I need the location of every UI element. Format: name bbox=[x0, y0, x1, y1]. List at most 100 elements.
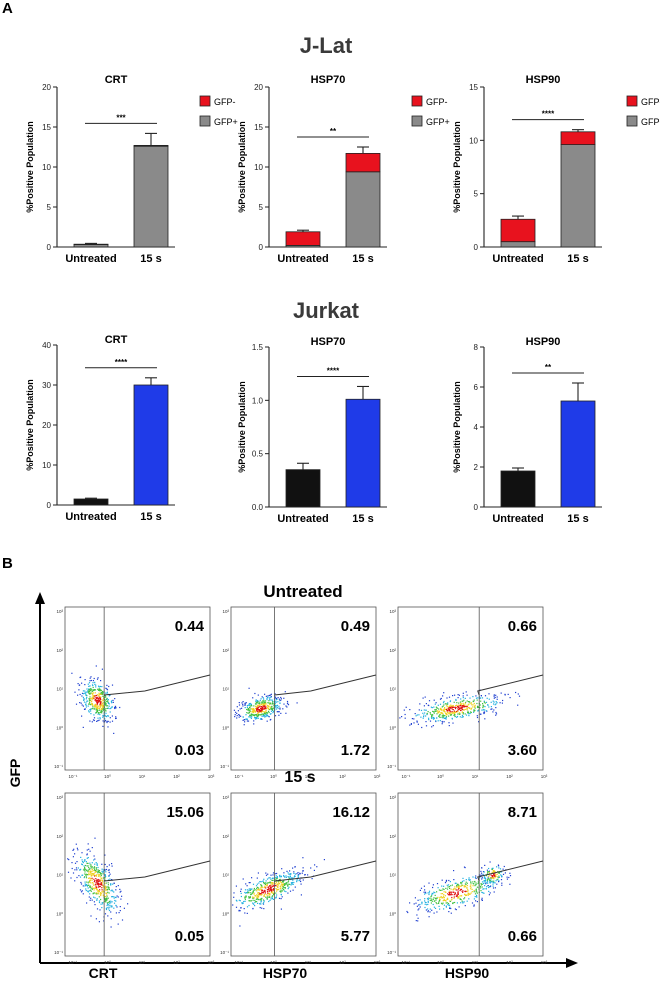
bar-gfp-negative bbox=[500, 218, 536, 243]
gate-curve bbox=[104, 860, 211, 882]
flow-x-tick-label: 10¹ bbox=[472, 774, 479, 779]
y-tick-label: 5 bbox=[259, 203, 264, 212]
y-tick-label: 4 bbox=[474, 423, 479, 432]
flow-y-tick-label: 10² bbox=[222, 648, 229, 653]
density-cloud bbox=[406, 861, 512, 922]
bar-chart-3: 0 5 10 15 HSP90 %Positive Population Untreated… bbox=[452, 74, 660, 265]
legend-label: GFP+ bbox=[214, 117, 238, 127]
density-cloud bbox=[399, 689, 521, 729]
chart-title: CRT bbox=[105, 334, 128, 346]
lower-quadrant-value: 1.72 bbox=[341, 742, 370, 759]
flow-x-tick-label: 10¹ bbox=[139, 960, 146, 965]
y-tick-label: 15 bbox=[42, 123, 51, 132]
flow-x-tick-label: 10² bbox=[506, 774, 513, 779]
bar-gfp-positive bbox=[560, 144, 596, 248]
chart-title: CRT bbox=[105, 74, 128, 86]
x-tick-label: 15 s bbox=[567, 253, 588, 265]
density-cloud bbox=[233, 687, 298, 726]
y-axis-label: %Positive Population bbox=[25, 121, 35, 213]
y-tick-label: 5 bbox=[47, 203, 52, 212]
flow-y-tick-label: 10² bbox=[389, 648, 396, 653]
flow-x-tick-label: 10³ bbox=[541, 960, 548, 965]
flow-y-tick-label: 10⁻¹ bbox=[220, 764, 229, 769]
flow-plot-5: 10⁻¹ 10⁻¹ 10⁰ 10⁰ 10¹ 10¹ 10² 10² 10³ 10³ 16.12 5.7… bbox=[220, 792, 381, 965]
bar-gfp-negative bbox=[560, 131, 596, 146]
y-tick-label: 0 bbox=[474, 503, 479, 512]
x-tick-label: Untreated bbox=[492, 513, 543, 525]
gate-curve bbox=[274, 674, 377, 696]
flow-y-tick-label: 10¹ bbox=[222, 687, 229, 692]
flow-x-tick-label: 10⁰ bbox=[104, 960, 111, 965]
lower-quadrant-value: 0.03 bbox=[175, 742, 204, 759]
flow-x-tick-label: 10³ bbox=[374, 960, 381, 965]
legend-label: GFP- bbox=[641, 97, 660, 107]
y-tick-label: 0 bbox=[47, 243, 52, 252]
bar-gfp-negative bbox=[345, 152, 381, 173]
y-tick-label: 40 bbox=[42, 341, 51, 350]
chart-title: HSP90 bbox=[526, 74, 561, 86]
y-tick-label: 10 bbox=[42, 163, 51, 172]
flow-y-tick-label: 10¹ bbox=[222, 873, 229, 878]
y-axis-label: %Positive Population bbox=[237, 121, 247, 213]
flow-y-tick-label: 10⁻¹ bbox=[220, 950, 229, 955]
flow-y-tick-label: 10⁰ bbox=[222, 911, 229, 916]
bar-chart-5: 0.0 0.5 1.0 1.5 HSP70 %Positive Population Unt… bbox=[237, 336, 387, 525]
upper-quadrant-value: 16.12 bbox=[332, 804, 370, 821]
legend-label: GFP- bbox=[426, 97, 448, 107]
flow-x-tick-label: 10² bbox=[173, 774, 180, 779]
gate-curve bbox=[477, 860, 544, 882]
gate-curve bbox=[477, 674, 544, 696]
panel-b-label: B bbox=[2, 555, 13, 572]
upper-quadrant-value: 0.49 bbox=[341, 618, 370, 635]
legend-label: GFP+ bbox=[641, 117, 660, 127]
bar-positive bbox=[73, 498, 109, 506]
y-axis-label: %Positive Population bbox=[452, 121, 462, 213]
bar-positive bbox=[285, 469, 321, 508]
flow-y-tick-label: 10² bbox=[389, 834, 396, 839]
flow-y-tick-label: 10⁻¹ bbox=[54, 950, 63, 955]
flow-y-tick-label: 10¹ bbox=[389, 873, 396, 878]
flow-x-tick-label: 10⁻¹ bbox=[235, 774, 244, 779]
y-tick-label: 15 bbox=[469, 83, 478, 92]
y-tick-label: 2 bbox=[474, 463, 479, 472]
y-tick-label: 20 bbox=[254, 83, 263, 92]
plot-frame bbox=[230, 606, 377, 771]
y-tick-label: 10 bbox=[42, 461, 51, 470]
flow-plot-6: 10⁻¹ 10⁻¹ 10⁰ 10⁰ 10¹ 10¹ 10² 10² 10³ 10³ 8.71 0.66 bbox=[387, 792, 548, 965]
significance-stars: ** bbox=[330, 127, 337, 136]
y-tick-label: 1.0 bbox=[252, 396, 264, 405]
bar-positive bbox=[560, 400, 596, 508]
x-tick-label: Untreated bbox=[277, 253, 328, 265]
y-tick-label: 1.5 bbox=[252, 343, 264, 352]
bar-gfp-negative bbox=[285, 231, 321, 246]
gate-curve bbox=[274, 860, 377, 882]
y-tick-label: 8 bbox=[474, 343, 479, 352]
flow-x-tick-label: 10⁰ bbox=[437, 774, 444, 779]
flow-y-tick-label: 10¹ bbox=[56, 873, 63, 878]
x-tick-label: 15 s bbox=[352, 253, 373, 265]
flow-x-tick-label: 10⁰ bbox=[270, 774, 277, 779]
chart-title: HSP70 bbox=[311, 74, 346, 86]
legend-swatch bbox=[199, 95, 211, 107]
flow-x-tick-label: 10² bbox=[506, 960, 513, 965]
bar-chart-4: 0 10 20 30 40 CRT %Positive Population Untreate… bbox=[25, 334, 175, 523]
y-axis-label: %Positive Population bbox=[25, 379, 35, 471]
flow-y-tick-label: 10³ bbox=[222, 609, 229, 614]
flow-y-tick-label: 10³ bbox=[56, 609, 63, 614]
lower-quadrant-value: 5.77 bbox=[341, 928, 370, 945]
y-tick-label: 0.5 bbox=[252, 450, 264, 459]
flow-x-tick-label: 10³ bbox=[208, 774, 215, 779]
lower-quadrant-value: 0.66 bbox=[508, 928, 537, 945]
flow-y-tick-label: 10⁰ bbox=[222, 725, 229, 730]
flow-x-tick-label: 10⁻¹ bbox=[235, 960, 244, 965]
significance-stars: **** bbox=[542, 110, 555, 119]
significance-stars: *** bbox=[116, 113, 126, 122]
marker-label: HSP90 bbox=[445, 965, 490, 981]
bar-positive bbox=[500, 470, 536, 508]
bar-chart-6: 0 2 4 6 8 HSP90 %Positive Population Untreated 1… bbox=[452, 336, 602, 525]
bar-gfp-positive bbox=[133, 145, 169, 248]
bar-positive bbox=[133, 384, 169, 506]
upper-quadrant-value: 15.06 bbox=[166, 804, 204, 821]
flow-y-tick-label: 10³ bbox=[56, 795, 63, 800]
